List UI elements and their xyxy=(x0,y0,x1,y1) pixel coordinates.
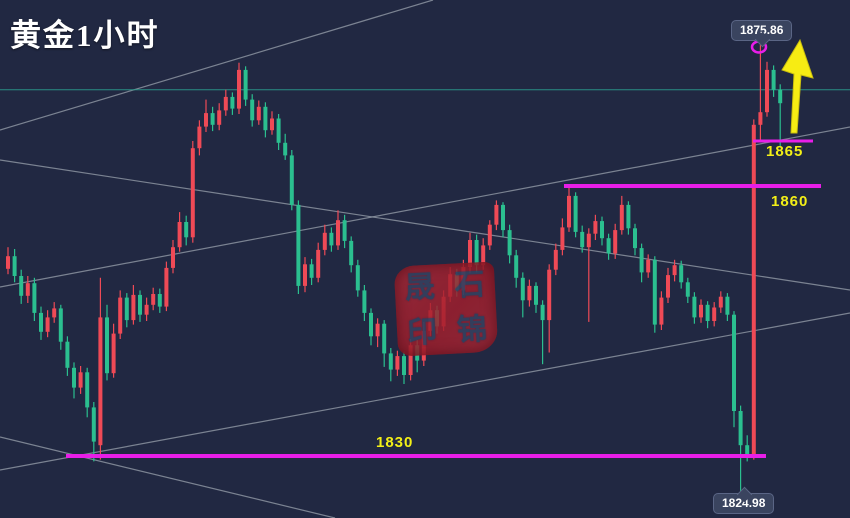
low-price-tooltip: 1824.98 xyxy=(713,486,775,514)
candles-group xyxy=(6,43,783,502)
up-arrow-icon xyxy=(781,38,814,134)
seal-char: 锦 xyxy=(456,312,488,347)
level-label-1830: 1830 xyxy=(376,434,414,451)
seal-char: 晟 xyxy=(403,270,436,305)
high-price-tooltip: 1875.86 xyxy=(731,20,793,48)
level-label-1865: 1865 xyxy=(766,143,804,160)
page-title: 黄金1小时 xyxy=(10,18,160,53)
seal-char: 印 xyxy=(406,315,439,350)
support-resistance-lines xyxy=(66,139,821,458)
high-price-value: 1875.86 xyxy=(740,23,784,37)
low-price-value: 1824.98 xyxy=(722,496,766,510)
level-label-1860: 1860 xyxy=(771,193,809,210)
seal-char: 石 xyxy=(453,267,486,302)
seal-watermark: 晟 石 印 锦 xyxy=(393,261,499,357)
